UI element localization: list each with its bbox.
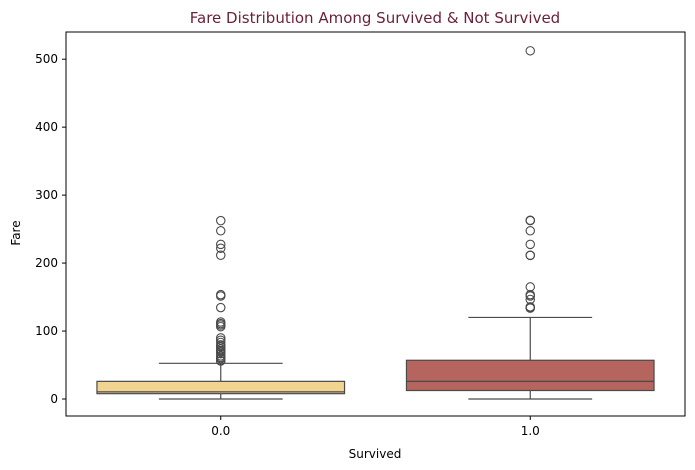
chart-title: Fare Distribution Among Survived & Not S… — [190, 9, 560, 27]
outlier-point — [525, 289, 535, 300]
outlier-point — [525, 239, 535, 250]
outlier-point — [216, 337, 226, 348]
y-tick-label: 400 — [35, 120, 58, 134]
outlier-point — [216, 250, 226, 261]
outlier-point — [216, 239, 226, 250]
outlier-point — [216, 215, 226, 226]
outlier-point — [525, 226, 535, 236]
outlier-point — [216, 226, 226, 236]
outlier-point — [216, 243, 226, 254]
y-tick-label: 100 — [35, 324, 58, 338]
y-tick-label: 300 — [35, 188, 58, 202]
outlier-point — [216, 333, 226, 343]
outlier-point — [525, 250, 535, 261]
outlier-point — [216, 335, 226, 345]
plot-frame — [65, 31, 686, 417]
box-group-1.0 — [405, 46, 655, 400]
y-tick-label: 500 — [35, 52, 58, 66]
y-tick-label: 200 — [35, 256, 58, 270]
y-axis-label: Fare — [9, 220, 23, 245]
box-iqr — [405, 359, 655, 392]
x-axis: 0.0 1.0 — [211, 416, 540, 438]
outlier-point — [216, 289, 226, 300]
outlier-point — [216, 302, 226, 313]
x-axis-label: Survived — [349, 447, 402, 461]
box-group-0.0 — [96, 215, 346, 400]
outlier-point — [216, 340, 226, 350]
outlier-point — [525, 215, 535, 226]
y-tick-label: 0 — [50, 392, 58, 406]
box-iqr — [96, 380, 346, 395]
outlier-point — [525, 46, 535, 56]
y-axis: 0 100 200 300 400 500 — [35, 52, 66, 406]
outlier-point — [525, 294, 535, 305]
plot-area — [96, 46, 655, 400]
x-tick-label: 1.0 — [521, 424, 540, 438]
outlier-point — [525, 282, 535, 292]
x-tick-label: 0.0 — [211, 424, 230, 438]
outlier-point — [525, 302, 535, 312]
outlier-point — [216, 317, 226, 327]
